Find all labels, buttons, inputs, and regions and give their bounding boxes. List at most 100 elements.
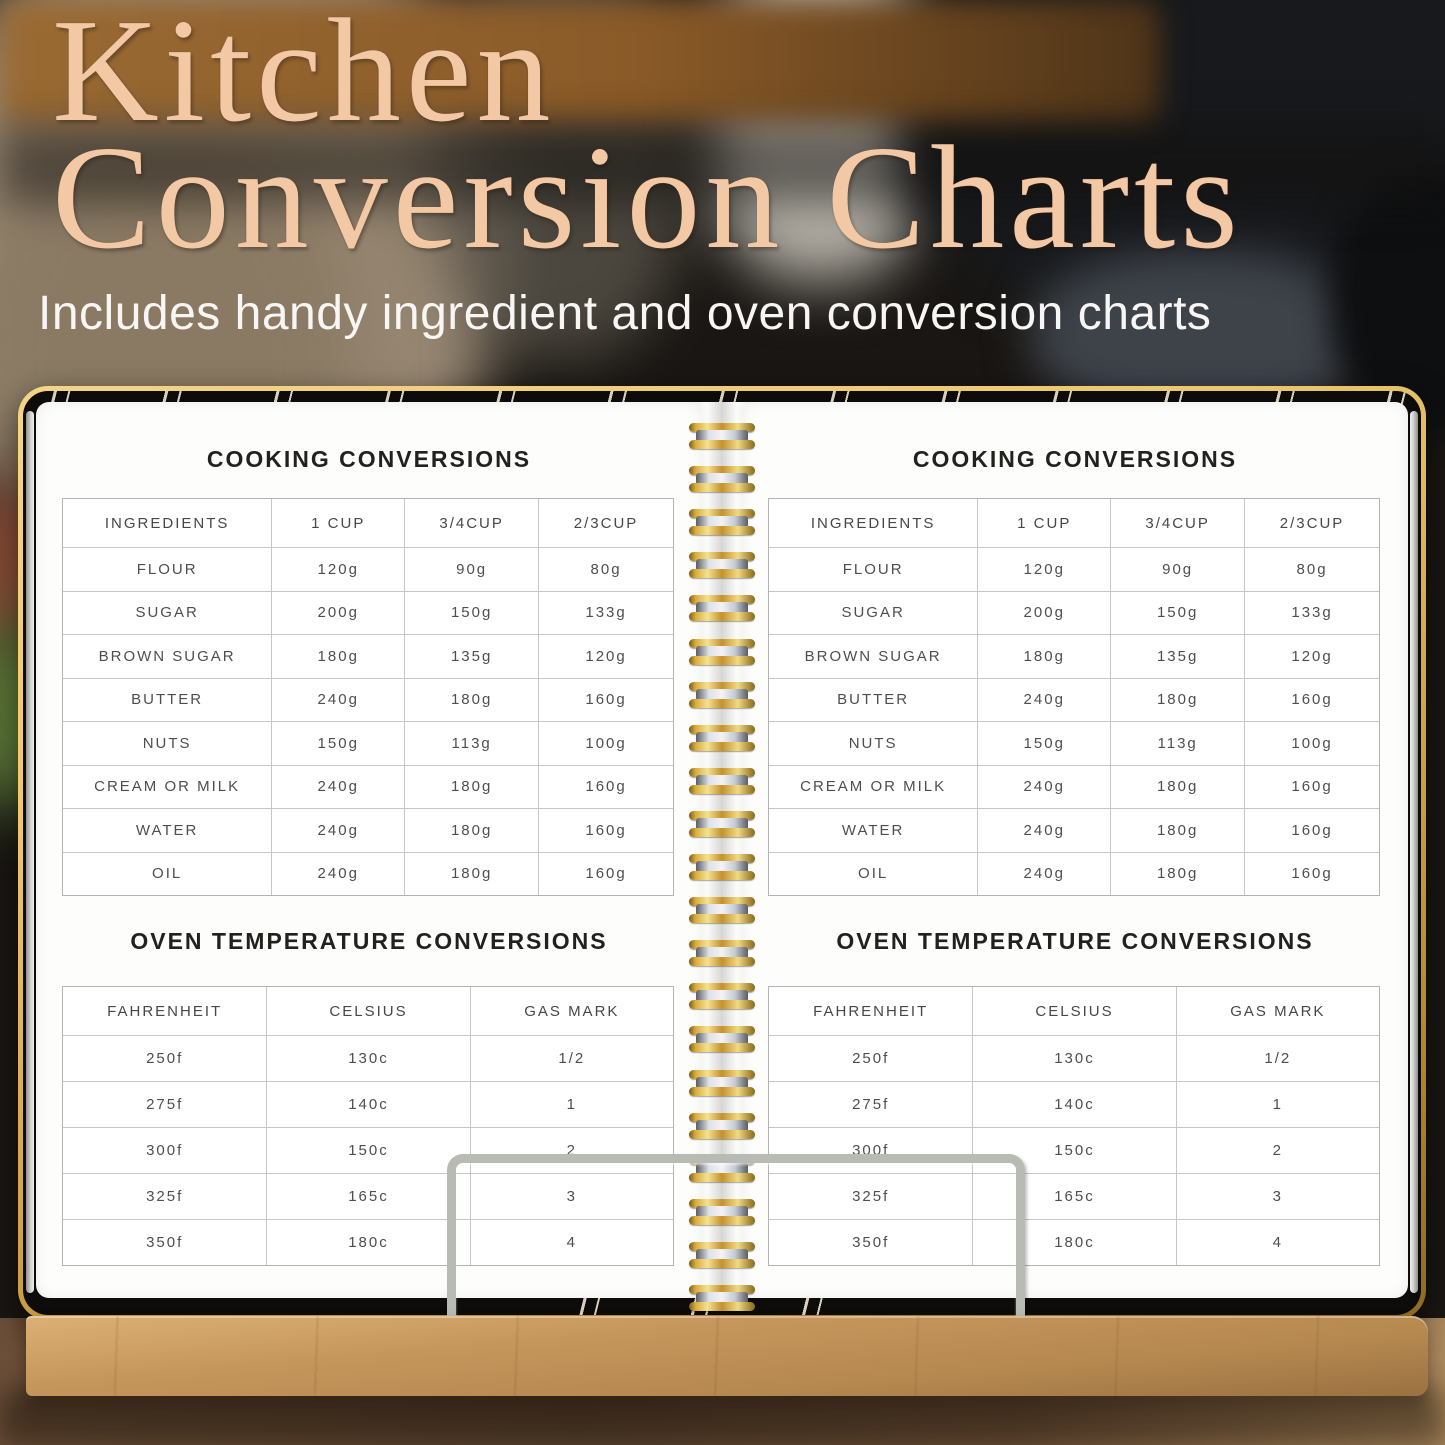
table-cell: 4 — [469, 1219, 673, 1265]
table-cell: 160g — [1244, 677, 1379, 721]
column-header: 3/4CUP — [1110, 499, 1244, 547]
table-cell: 133g — [538, 590, 673, 634]
table-cell: 300f — [63, 1127, 267, 1173]
table-cell: OIL — [769, 851, 978, 896]
table-row: SUGAR 200g 150g 133g — [769, 590, 1379, 635]
column-header: FAHRENHEIT — [813, 1002, 929, 1020]
table-header-row: INGREDIENTS 1 CUP 3/4CUP 2/3CUP — [769, 499, 1379, 547]
table-cell: 165c — [266, 1173, 470, 1219]
table-cell: OIL — [63, 851, 272, 896]
book-stand — [26, 1316, 1428, 1396]
column-header: 2/3CUP — [1244, 499, 1379, 547]
table-cell: 90g — [404, 547, 539, 591]
table-row: 300f 150c 2 — [63, 1127, 673, 1173]
table-cell: 150c — [972, 1127, 1176, 1173]
table-cell: 80g — [538, 547, 673, 591]
table-header-row: INGREDIENTS 1 CUP 3/4CUP 2/3CUP — [63, 499, 673, 547]
table-cell: 180g — [271, 634, 405, 678]
table-cell: CREAM OR MILK — [63, 764, 272, 809]
oven-conversions-title: OVEN TEMPERATURE CONVERSIONS — [130, 928, 608, 954]
table-cell: 240g — [271, 677, 405, 721]
table-cell: 275f — [63, 1081, 267, 1127]
wood-counter-blur — [0, 0, 1160, 125]
table-cell: 1 — [469, 1081, 673, 1127]
table-cell: 120g — [977, 547, 1111, 591]
background-shade — [0, 125, 1445, 205]
table-cell: 240g — [271, 764, 405, 808]
table-row: FLOUR 120g 90g 80g — [769, 547, 1379, 591]
table-cell: 120g — [538, 634, 673, 678]
table-cell: 165c — [972, 1173, 1176, 1219]
table-cell: NUTS — [63, 721, 272, 765]
table-cell: BROWN SUGAR — [769, 634, 978, 678]
column-header: INGREDIENTS — [104, 514, 230, 532]
table-cell: 250f — [769, 1035, 973, 1081]
stand-shadow — [0, 1390, 1445, 1445]
table-row: FLOUR 120g 90g 80g — [63, 547, 673, 591]
table-cell: 150c — [266, 1127, 470, 1173]
table-cell: 160g — [1244, 808, 1379, 852]
table-cell: 140c — [972, 1081, 1176, 1127]
table-cell: 180g — [404, 764, 539, 808]
table-cell: 3 — [1175, 1173, 1379, 1219]
table-row: SUGAR 200g 150g 133g — [63, 590, 673, 635]
subtitle: Includes handy ingredient and oven conve… — [38, 287, 1212, 340]
table-cell: 240g — [977, 677, 1111, 721]
table-cell: 160g — [538, 808, 673, 852]
table-cell: 133g — [1244, 590, 1379, 634]
table-cell: 80g — [1244, 547, 1379, 591]
table-cell: 180g — [1110, 677, 1245, 721]
table-row: NUTS 150g 113g 100g — [769, 721, 1379, 765]
table-cell: 100g — [538, 721, 673, 765]
table-cell: 350f — [63, 1219, 267, 1265]
table-cell: 350f — [769, 1219, 973, 1265]
notebook-page-left: COOKING CONVERSIONS INGREDIENTS 1 CUP 3/4C… — [26, 402, 702, 1298]
column-header: GAS MARK — [469, 987, 673, 1035]
table-cell: 2 — [469, 1127, 673, 1173]
table-cell: 120g — [1244, 634, 1379, 678]
table-cell: 135g — [404, 634, 539, 678]
title-line-1: Kitchen — [52, 0, 556, 153]
table-row: 325f 165c 3 — [63, 1173, 673, 1219]
table-cell: 100g — [1244, 721, 1379, 765]
table-cell: SUGAR — [769, 590, 978, 635]
table-cell: 150g — [977, 721, 1111, 765]
table-cell: 180g — [404, 808, 539, 852]
table-header-row: FAHRENHEIT CELSIUS GAS MARK — [769, 987, 1379, 1035]
table-cell: SUGAR — [63, 590, 272, 635]
table-cell: 160g — [538, 851, 673, 895]
table-row: 325f 165c 3 — [769, 1173, 1379, 1219]
table-cell: 325f — [769, 1173, 973, 1219]
table-cell: 180c — [972, 1219, 1176, 1265]
table-cell: 1/2 — [469, 1035, 673, 1081]
table-row: CREAM OR MILK 240g 180g 160g — [769, 764, 1379, 808]
table-cell: 160g — [1244, 851, 1379, 895]
table-row: BROWN SUGAR 180g 135g 120g — [63, 634, 673, 678]
table-cell: 160g — [1244, 764, 1379, 808]
table-cell: 160g — [538, 677, 673, 721]
column-header: 3/4CUP — [404, 499, 538, 547]
table-cell: NUTS — [769, 721, 978, 765]
page-holder-wire — [447, 1154, 1025, 1324]
table-cell: FLOUR — [63, 547, 272, 591]
table-cell: 200g — [271, 590, 405, 634]
table-cell: 180g — [404, 677, 539, 721]
table-cell: 130c — [266, 1035, 470, 1081]
table-row: NUTS 150g 113g 100g — [63, 721, 673, 765]
table-row: BUTTER 240g 180g 160g — [63, 677, 673, 721]
table-cell: 150g — [404, 590, 539, 634]
table-cell: 130c — [972, 1035, 1176, 1081]
table-cell: 180g — [1110, 851, 1245, 895]
table-cell: 325f — [63, 1173, 267, 1219]
table-cell: 120g — [271, 547, 405, 591]
table-row: OIL 240g 180g 160g — [769, 851, 1379, 896]
table-row: 350f 180c 4 — [63, 1219, 673, 1265]
cooking-conversions-title: COOKING CONVERSIONS — [912, 446, 1238, 472]
column-header: FAHRENHEIT — [107, 1002, 223, 1020]
table-cell: 180c — [266, 1219, 470, 1265]
table-cell: 180g — [404, 851, 539, 895]
table-cell: WATER — [63, 808, 272, 852]
table-cell: FLOUR — [769, 547, 978, 591]
table-cell: 240g — [977, 764, 1111, 808]
